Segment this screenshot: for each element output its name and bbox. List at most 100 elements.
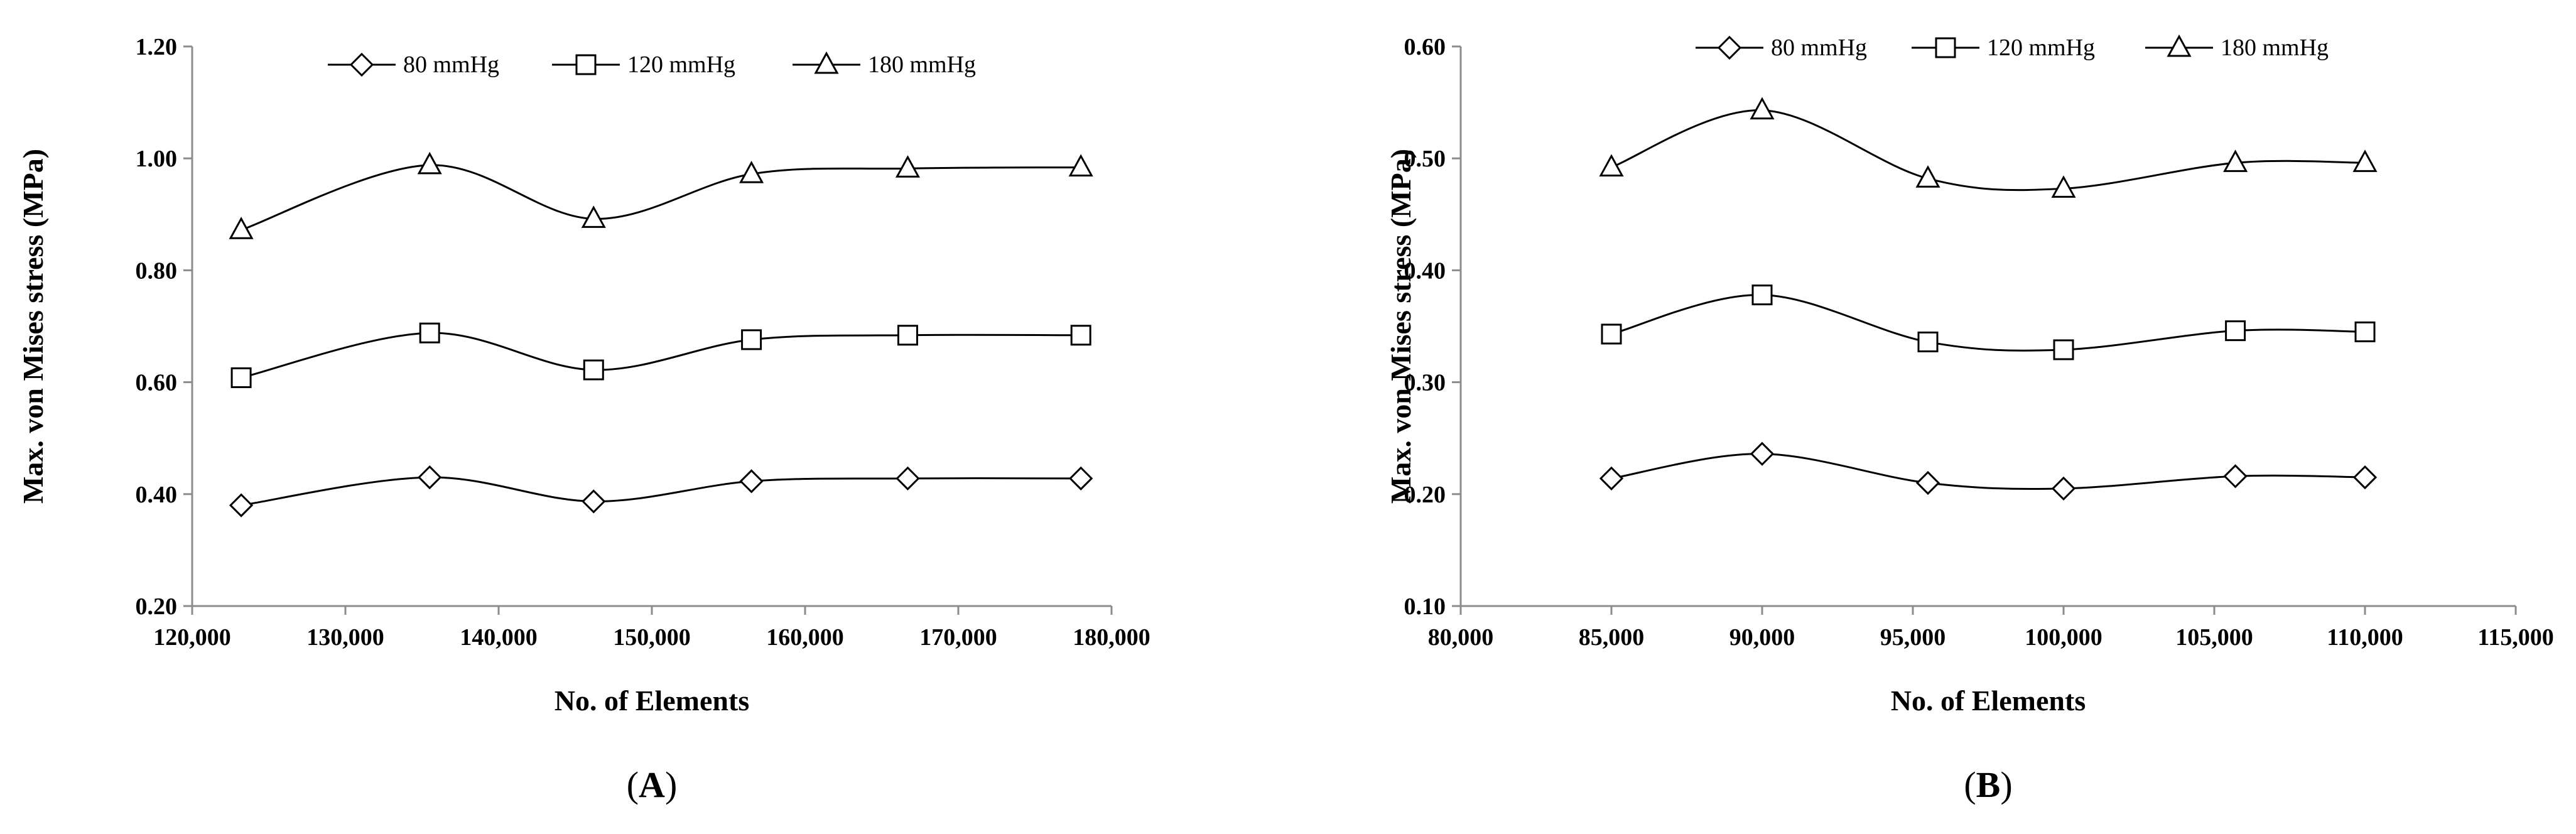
legend-label: 120 mmHg: [1987, 35, 2095, 61]
x-tick-label: 150,000: [613, 624, 691, 651]
y-tick-label: 0.10: [1404, 593, 1446, 620]
data-point-marker: [2354, 321, 2376, 342]
x-axis-title: No. of Elements: [1891, 685, 2086, 717]
data-point-marker: [1750, 441, 1775, 466]
data-point-marker: [230, 367, 252, 388]
x-tick-label: 160,000: [766, 624, 844, 651]
data-point-marker: [1068, 154, 1093, 176]
legend-label: 80 mmHg: [1771, 35, 1867, 61]
data-point-marker: [2223, 464, 2248, 489]
series-diamond: [229, 465, 1093, 517]
x-tick-label: 140,000: [460, 624, 538, 651]
data-point-marker: [1599, 466, 1624, 490]
x-tick-label: 105,000: [2175, 624, 2253, 651]
data-point-marker: [2053, 339, 2074, 360]
data-point-marker: [897, 325, 918, 346]
x-tick-label: 130,000: [306, 624, 384, 651]
legend-marker: [349, 52, 374, 77]
series-triangle: [1599, 97, 2378, 198]
x-tick-label: 115,000: [2477, 624, 2553, 651]
legend-marker: [2167, 34, 2192, 57]
y-tick-label: 0.40: [136, 482, 178, 508]
x-tick-label: 180,000: [1073, 624, 1150, 651]
data-point-marker: [739, 469, 764, 494]
x-tick-label: 170,000: [919, 624, 997, 651]
series-line: [241, 476, 1081, 507]
y-tick-label: 0.20: [136, 593, 178, 620]
y-tick-label: 0.30: [1404, 370, 1446, 396]
data-point-marker: [418, 465, 442, 490]
legend-entry: 80 mmHg: [1696, 35, 1867, 61]
data-point-marker: [1915, 470, 1940, 496]
data-point-marker: [896, 466, 920, 490]
legend-entry: 180 mmHg: [793, 51, 976, 78]
data-point-marker: [583, 359, 604, 381]
y-axis-title: Max. von Mises stress (MPa): [1385, 149, 1417, 504]
legend-marker: [575, 54, 597, 75]
y-tick-label: 0.80: [136, 257, 178, 284]
legend-marker: [1717, 35, 1742, 60]
chart-panel-B: 0.10 0.20 0.30 0.40 0.50 0.60 80,000 85,000 90,0…: [1385, 34, 2554, 805]
data-point-marker: [2223, 149, 2248, 172]
data-point-marker: [581, 205, 606, 228]
legend-entry: 180 mmHg: [2145, 34, 2329, 61]
chart-panel-A: 0.20 0.40 0.60 0.80 1.00 1.20 120,000 130,000 14…: [17, 34, 1150, 805]
y-tick-label: 0.60: [1404, 34, 1446, 60]
y-tick-label: 0.40: [1404, 257, 1446, 284]
data-point-marker: [2225, 320, 2246, 342]
data-point-marker: [1070, 325, 1091, 346]
legend-label: 180 mmHg: [868, 51, 976, 78]
data-point-marker: [1069, 466, 1093, 490]
data-point-marker: [2352, 465, 2378, 490]
legend-label: 120 mmHg: [627, 51, 735, 78]
series-line: [241, 332, 1081, 379]
legend-marker: [1935, 37, 1956, 58]
x-tick-label: 110,000: [2327, 624, 2403, 651]
series-line: [1611, 294, 2366, 352]
data-point-marker: [582, 489, 606, 514]
x-axis-title: No. of Elements: [555, 685, 749, 717]
data-point-marker: [1750, 97, 1775, 120]
data-point-marker: [1601, 323, 1622, 345]
data-point-marker: [739, 161, 764, 183]
data-point-marker: [229, 217, 254, 239]
data-point-marker: [1917, 331, 1939, 352]
series-square: [230, 322, 1091, 388]
series-line: [1611, 453, 2366, 490]
legend-marker: [814, 51, 839, 74]
series-square: [1601, 284, 2376, 360]
data-point-marker: [2352, 149, 2378, 172]
panel-letter: B: [1976, 764, 2001, 805]
legend-label: 80 mmHg: [403, 51, 499, 78]
y-tick-label: 1.20: [136, 34, 178, 60]
x-tick-label: 120,000: [153, 624, 231, 651]
data-point-marker: [1915, 165, 1940, 188]
y-tick-label: 1.00: [136, 146, 178, 172]
series-diamond: [1599, 441, 2378, 501]
series-line: [241, 164, 1081, 231]
legend-entry: 80 mmHg: [328, 51, 499, 78]
panel-letter: A: [639, 764, 665, 805]
legend-entry: 120 mmHg: [1912, 35, 2095, 61]
data-point-marker: [741, 329, 762, 350]
series-line: [1611, 109, 2366, 192]
y-tick-label: 0.20: [1404, 482, 1446, 508]
series-triangle: [229, 151, 1093, 239]
legend-label: 180 mmHg: [2221, 35, 2329, 61]
x-tick-label: 85,000: [1579, 624, 1645, 651]
data-point-marker: [229, 493, 254, 517]
y-axis-title: Max. von Mises stress (MPa): [17, 149, 49, 504]
data-point-marker: [2051, 175, 2076, 198]
data-point-marker: [1751, 284, 1773, 306]
legend-entry: 120 mmHg: [552, 51, 735, 78]
data-point-marker: [417, 151, 442, 175]
y-tick-label: 0.50: [1404, 146, 1446, 172]
panel-label: (B): [1964, 764, 2012, 805]
data-point-marker: [895, 155, 921, 178]
x-tick-label: 90,000: [1729, 624, 1795, 651]
x-tick-label: 95,000: [1880, 624, 1946, 651]
data-point-marker: [2051, 476, 2076, 501]
x-tick-label: 100,000: [2025, 624, 2102, 651]
x-tick-label: 80,000: [1428, 624, 1494, 651]
